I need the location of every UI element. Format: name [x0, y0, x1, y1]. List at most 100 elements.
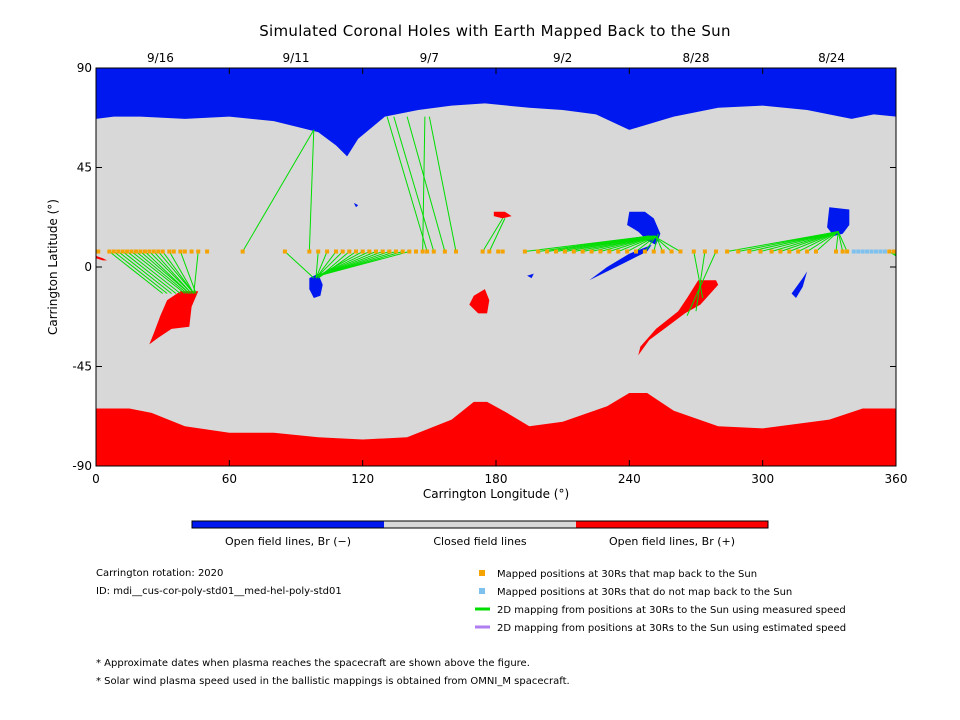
mapped-point [834, 249, 838, 254]
mapped-point [496, 249, 501, 254]
mapped-point [778, 249, 783, 254]
region-neg-streak-lon-315 [791, 271, 808, 298]
region-north-polar-hole [96, 68, 896, 157]
mapping-line [835, 231, 839, 252]
mapping-line [109, 251, 163, 294]
not-mapped-point [851, 249, 856, 254]
mapped-point [142, 249, 147, 254]
mapped-point [805, 249, 810, 254]
mapped-point [651, 249, 656, 254]
mapping-line [131, 251, 186, 294]
mapping-line [686, 251, 717, 316]
colorbar-label: Closed field lines [433, 535, 527, 548]
mapped-point [178, 249, 183, 254]
date-ticks: 9/16 9/11 9/7 9/2 8/28 8/24 [147, 51, 845, 65]
mapped-point [887, 249, 892, 254]
mapped-point [96, 249, 101, 254]
mapping-line [564, 235, 654, 253]
mapping-line [482, 218, 504, 252]
mapping-line [135, 251, 188, 294]
mapped-point [107, 249, 112, 254]
x-tick-label: 300 [751, 472, 774, 486]
x-axis-ticks: 0 60 120 180 240 300 360 [92, 68, 907, 486]
mapping-line [179, 251, 197, 294]
mapped-point [845, 249, 850, 254]
mapped-point [545, 249, 550, 254]
mapped-point [702, 249, 707, 254]
not-mapped-point [869, 249, 874, 254]
mapped-point [660, 249, 665, 254]
colorbar-frame [191, 520, 769, 529]
legend-marker [479, 588, 485, 594]
mapped-point [787, 249, 792, 254]
note-dates: * Approximate dates when plasma reaches … [96, 658, 530, 669]
x-tick-label: 60 [222, 472, 237, 486]
mapped-point [240, 249, 245, 254]
x-tick-label: 240 [618, 472, 641, 486]
mapping-line [789, 231, 839, 252]
mapped-point [536, 249, 541, 254]
mapping-line [626, 235, 657, 252]
mapped-point [167, 249, 172, 254]
mapped-point [554, 249, 558, 254]
mapped-point [407, 249, 412, 254]
mapped-point [171, 249, 176, 254]
legend-label: Mapped positions at 30Rs that do not map… [497, 587, 792, 598]
mapping-line [193, 251, 199, 294]
mapped-point [307, 249, 312, 254]
mapping-lines [109, 116, 896, 316]
mapping-line [117, 251, 172, 294]
mapped-point [454, 249, 458, 254]
model-id: ID: mdi__cus-cor-poly-std01__med-hel-pol… [96, 586, 342, 597]
mapping-line [837, 231, 844, 252]
mapped-point [387, 249, 392, 254]
carrington-rotation: Carrington rotation: 2020 [96, 568, 223, 579]
mapping-line [157, 251, 195, 294]
mapped-point [522, 249, 527, 254]
mapped-point [374, 249, 378, 254]
mapping-line [837, 231, 848, 252]
mapped-point [116, 249, 121, 254]
mapped-point [325, 249, 330, 254]
mapped-point [120, 249, 125, 254]
mapped-point [634, 249, 638, 254]
mapping-line [318, 251, 410, 277]
not-mapped-point [865, 249, 870, 254]
mapping-line [113, 251, 168, 294]
note-speed: * Solar wind plasma speed used in the ba… [96, 676, 570, 687]
mapping-line [760, 231, 839, 253]
colorbar: Open field lines, Br (−) Closed field lin… [191, 520, 769, 548]
mapping-line [422, 116, 426, 252]
region-neg-hole-lon-100 [309, 273, 323, 298]
mapped-point [182, 249, 187, 254]
mapped-point [616, 249, 621, 254]
mapping-line [806, 231, 839, 252]
mapped-point [642, 249, 647, 254]
mapped-point [747, 249, 752, 254]
colorbar-label: Open field lines, Br (+) [609, 535, 735, 548]
mapped-point [678, 249, 683, 254]
mapped-point [714, 249, 718, 254]
mapped-point [111, 249, 116, 254]
date-tick-label: 8/24 [818, 51, 845, 65]
mapping-line [618, 235, 657, 252]
mapping-line [126, 251, 181, 294]
date-tick-label: 9/2 [553, 51, 572, 65]
mapped-point [442, 249, 447, 254]
mapped-point [891, 249, 896, 254]
mapped-point [156, 249, 161, 254]
mapped-point [580, 249, 585, 254]
x-axis-label: Carrington Longitude (°) [423, 487, 569, 501]
mapping-line [386, 116, 428, 252]
not-mapped-point [878, 249, 883, 254]
region-small-positive-lon-0 [96, 255, 108, 261]
mapped-point [334, 249, 338, 254]
mapped-point [147, 249, 152, 254]
mapped-point [160, 249, 165, 254]
mapped-point [840, 249, 845, 254]
mapping-line [144, 251, 190, 294]
mapping-line [315, 251, 344, 279]
x-tick-label: 180 [485, 472, 508, 486]
mapping-line [315, 251, 328, 279]
mapped-point [736, 249, 741, 254]
